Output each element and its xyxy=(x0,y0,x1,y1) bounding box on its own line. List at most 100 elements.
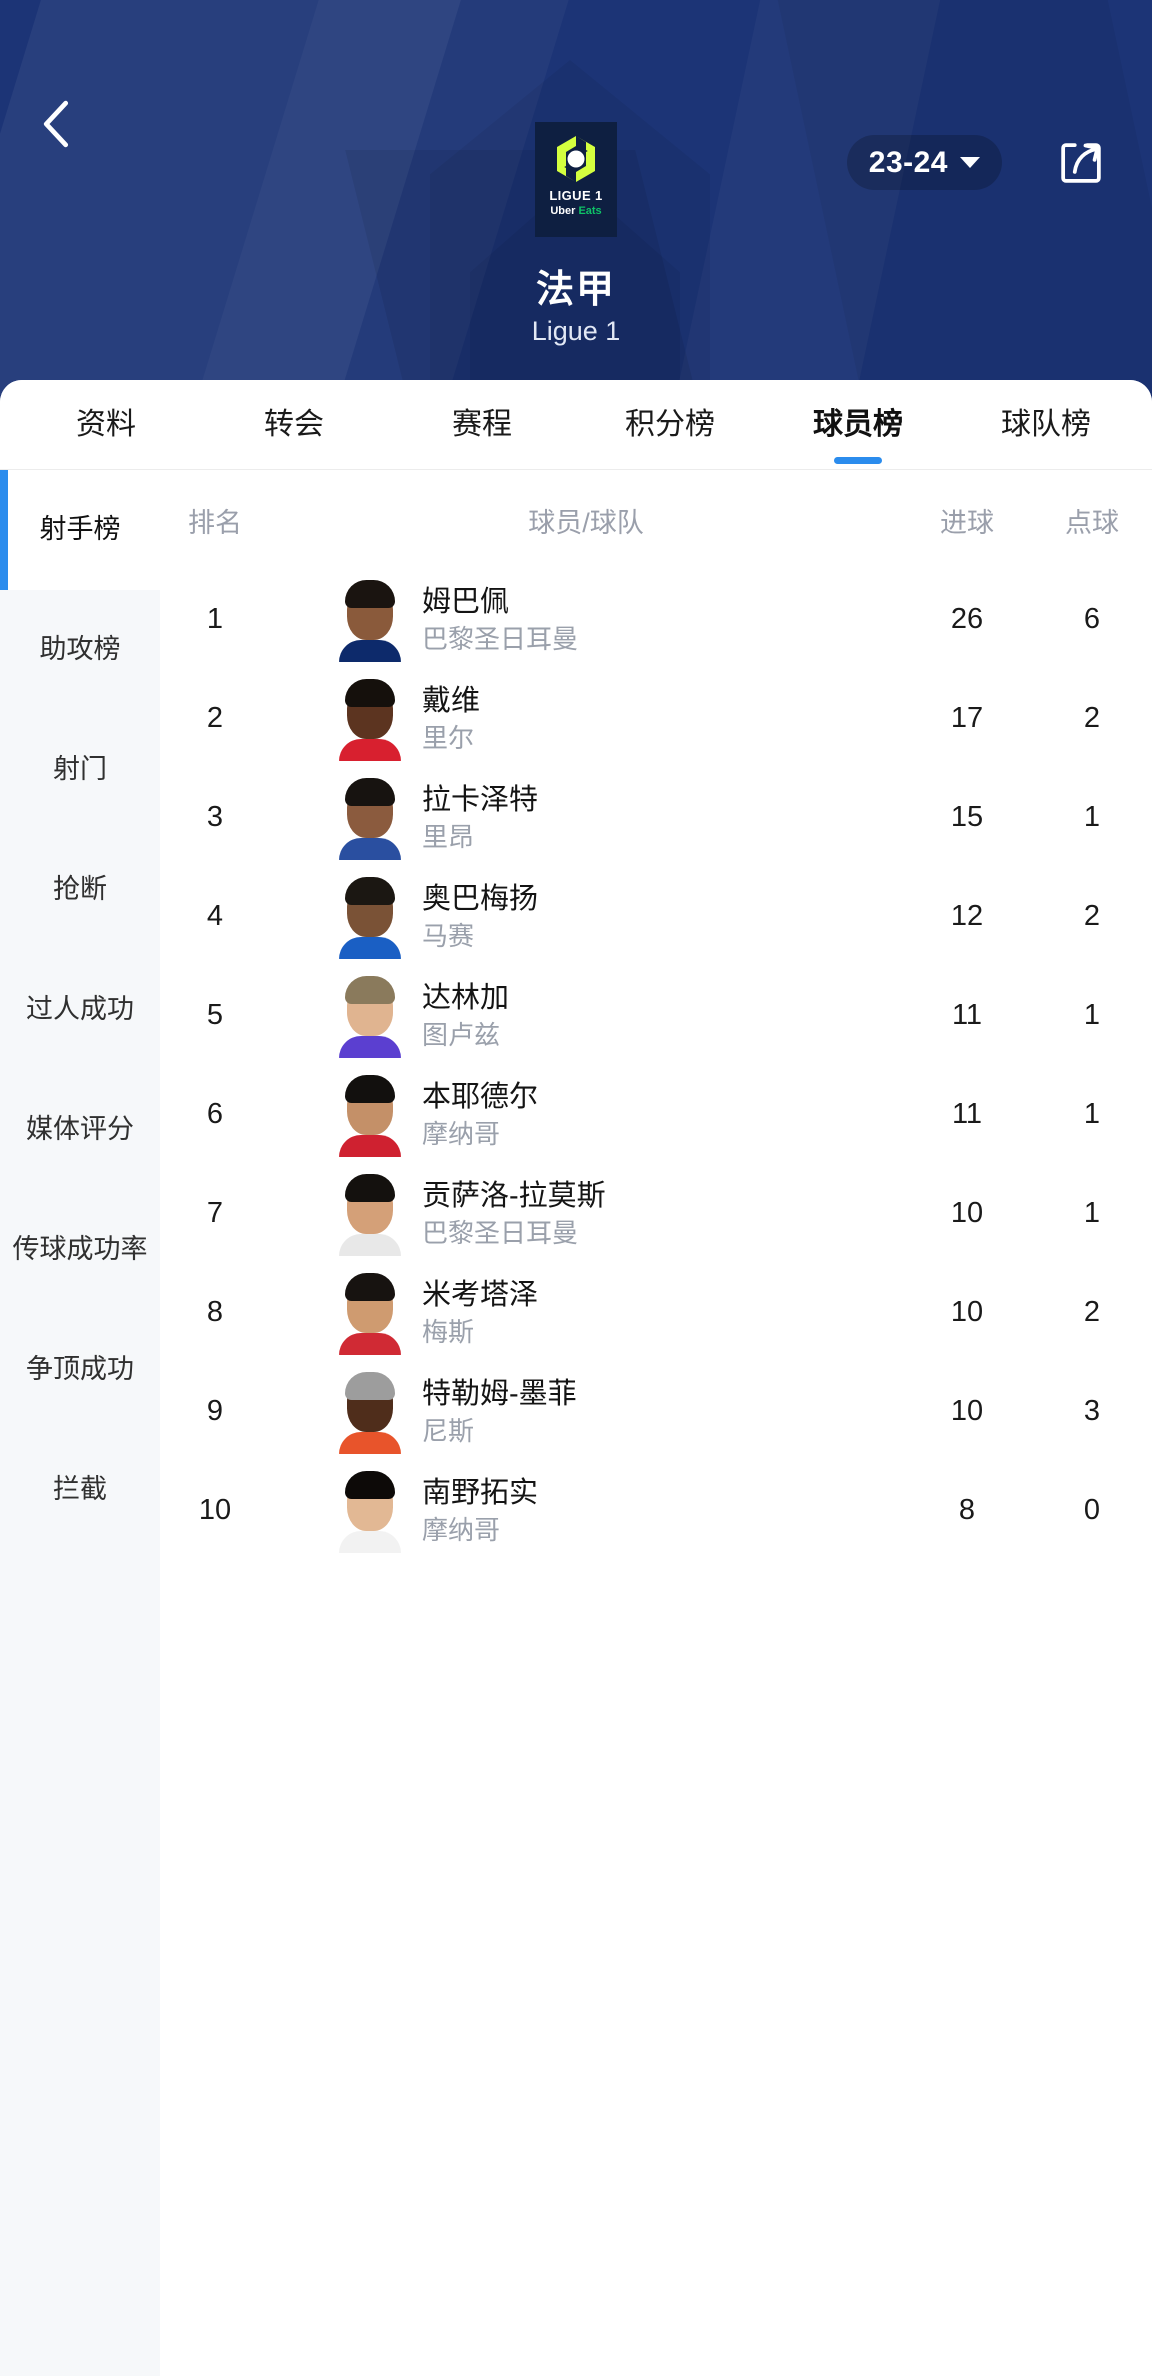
stat-category-sidebar: 射手榜 助攻榜 射门 抢断 过人成功 媒体评分 xyxy=(0,470,160,2376)
tab-underline xyxy=(834,457,882,464)
table-rows-container: 1 姆巴佩 巴黎圣日耳曼 26 6 2 戴维 里尔 17 2 3 拉卡泽特 里昂 15 1 4 奥巴梅扬 马赛 12… xyxy=(160,570,1152,1560)
player-name: 南野拓实 xyxy=(422,1476,539,1509)
logo-title: LIGUE 1 xyxy=(549,188,603,203)
sidebar-item-zhengdingchenggong[interactable]: 争顶成功 xyxy=(0,1310,160,1430)
share-external-icon xyxy=(1061,143,1101,183)
caret-down-icon xyxy=(960,157,980,168)
cell-rank: 5 xyxy=(206,999,224,1031)
player-name: 奥巴梅扬 xyxy=(422,882,539,915)
sidebar-item-label: 争顶成功 xyxy=(26,1354,134,1385)
cell-penalties: 2 xyxy=(1083,702,1101,734)
sidebar-item-label: 抢断 xyxy=(53,874,107,905)
page-subtitle: Ligue 1 xyxy=(531,316,621,346)
player-team: 梅斯 xyxy=(422,1316,475,1347)
tab-qiuduibang[interactable]: 球队榜 xyxy=(952,380,1140,470)
table-row[interactable]: 9 特勒姆-墨菲 尼斯 10 3 xyxy=(160,1362,1152,1461)
player-name: 本耶德尔 xyxy=(422,1080,539,1113)
stats-body: 射手榜 助攻榜 射门 抢断 过人成功 媒体评分 xyxy=(0,470,1152,2376)
sidebar-item-shoushoubang[interactable]: 射手榜 xyxy=(0,470,160,590)
cell-penalties: 1 xyxy=(1083,1197,1101,1229)
table-row[interactable]: 8 米考塔泽 梅斯 10 2 xyxy=(160,1263,1152,1362)
tab-qiuyuanbang[interactable]: 球员榜 xyxy=(764,380,952,470)
sidebar-item-label: 助攻榜 xyxy=(39,634,121,665)
back-button[interactable] xyxy=(18,86,94,162)
cell-player: 奥巴梅扬 马赛 xyxy=(270,875,902,959)
tab-label: 积分榜 xyxy=(625,408,715,441)
player-name: 拉卡泽特 xyxy=(422,783,539,816)
player-avatar xyxy=(338,776,402,860)
table-row[interactable]: 5 达林加 图卢兹 11 1 xyxy=(160,966,1152,1065)
cell-goals: 10 xyxy=(950,1197,984,1229)
table-row[interactable]: 10 南野拓实 摩纳哥 8 0 xyxy=(160,1461,1152,1560)
sidebar-item-chuanqiuchenggonglv[interactable]: 传球成功率 xyxy=(0,1190,160,1310)
player-team: 尼斯 xyxy=(422,1415,475,1446)
ligue1-mark-icon xyxy=(550,133,602,185)
player-avatar xyxy=(338,578,402,662)
scorers-table: 排名 球员/球队 进球 点球 1 姆巴佩 巴黎圣日耳曼 26 6 2 戴维 里尔 17 2 3 拉卡泽… xyxy=(160,470,1152,2376)
player-name: 贡萨洛-拉莫斯 xyxy=(422,1179,606,1212)
sidebar-item-label: 媒体评分 xyxy=(26,1114,134,1145)
cell-rank: 1 xyxy=(206,603,224,635)
cell-penalties: 2 xyxy=(1083,1296,1101,1328)
tab-label: 资料 xyxy=(76,408,136,441)
sidebar-item-qiangduan[interactable]: 抢断 xyxy=(0,830,160,950)
cell-player: 拉卡泽特 里昂 xyxy=(270,776,902,860)
sidebar-item-label: 射手榜 xyxy=(39,514,121,545)
tab-ziliao[interactable]: 资料 xyxy=(12,380,200,470)
player-team: 摩纳哥 xyxy=(422,1118,501,1149)
table-row[interactable]: 2 戴维 里尔 17 2 xyxy=(160,669,1152,768)
sidebar-item-lanjie[interactable]: 拦截 xyxy=(0,1430,160,1550)
player-team: 巴黎圣日耳曼 xyxy=(422,623,579,654)
player-name: 特勒姆-墨菲 xyxy=(422,1377,577,1410)
table-row[interactable]: 6 本耶德尔 摩纳哥 11 1 xyxy=(160,1065,1152,1164)
season-label: 23-24 xyxy=(868,145,948,179)
cell-player: 戴维 里尔 xyxy=(270,677,902,761)
cell-penalties: 2 xyxy=(1083,900,1101,932)
share-button[interactable] xyxy=(1050,132,1112,194)
tab-zhuanhui[interactable]: 转会 xyxy=(200,380,388,470)
tab-label: 球队榜 xyxy=(1001,408,1091,441)
sidebar-item-label: 传球成功率 xyxy=(12,1234,148,1265)
logo-sponsor: Uber Eats xyxy=(550,206,601,217)
player-avatar xyxy=(338,875,402,959)
tab-saicheng[interactable]: 赛程 xyxy=(388,380,576,470)
column-header-rank: 排名 xyxy=(188,507,242,538)
cell-rank: 9 xyxy=(206,1395,224,1427)
tab-jifenbang[interactable]: 积分榜 xyxy=(576,380,764,470)
sidebar-item-zhugongbang[interactable]: 助攻榜 xyxy=(0,590,160,710)
cell-penalties: 1 xyxy=(1083,1098,1101,1130)
cell-penalties: 3 xyxy=(1083,1395,1101,1427)
sidebar-item-label: 拦截 xyxy=(53,1474,107,1505)
player-team: 图卢兹 xyxy=(422,1019,501,1050)
cell-player: 贡萨洛-拉莫斯 巴黎圣日耳曼 xyxy=(270,1172,902,1256)
sidebar-item-meitipingfen[interactable]: 媒体评分 xyxy=(0,1070,160,1190)
cell-rank: 7 xyxy=(206,1197,224,1229)
column-header-player: 球员/球队 xyxy=(528,507,644,538)
column-header-goals: 进球 xyxy=(940,507,994,538)
player-avatar xyxy=(338,1469,402,1553)
cell-rank: 4 xyxy=(206,900,224,932)
table-row[interactable]: 4 奥巴梅扬 马赛 12 2 xyxy=(160,867,1152,966)
cell-penalties: 0 xyxy=(1083,1494,1101,1526)
cell-goals: 11 xyxy=(951,999,983,1031)
cell-goals: 10 xyxy=(950,1296,984,1328)
table-row[interactable]: 1 姆巴佩 巴黎圣日耳曼 26 6 xyxy=(160,570,1152,669)
sidebar-item-shemen[interactable]: 射门 xyxy=(0,710,160,830)
table-row[interactable]: 3 拉卡泽特 里昂 15 1 xyxy=(160,768,1152,867)
cell-rank: 2 xyxy=(206,702,224,734)
cell-player: 南野拓实 摩纳哥 xyxy=(270,1469,902,1553)
cell-penalties: 1 xyxy=(1083,999,1101,1031)
player-team: 里尔 xyxy=(422,722,475,753)
cell-player: 特勒姆-墨菲 尼斯 xyxy=(270,1370,902,1454)
player-name: 姆巴佩 xyxy=(422,585,510,618)
sidebar-item-label: 过人成功 xyxy=(26,994,134,1025)
column-header-penalties: 点球 xyxy=(1065,507,1119,538)
table-header-row: 排名 球员/球队 进球 点球 xyxy=(160,470,1152,570)
season-selector[interactable]: 23-24 xyxy=(846,135,1002,190)
player-avatar xyxy=(338,1370,402,1454)
sidebar-item-guorenchenggong[interactable]: 过人成功 xyxy=(0,950,160,1070)
table-row[interactable]: 7 贡萨洛-拉莫斯 巴黎圣日耳曼 10 1 xyxy=(160,1164,1152,1263)
cell-player: 姆巴佩 巴黎圣日耳曼 xyxy=(270,578,902,662)
player-team: 摩纳哥 xyxy=(422,1514,501,1545)
cell-goals: 12 xyxy=(950,900,984,932)
